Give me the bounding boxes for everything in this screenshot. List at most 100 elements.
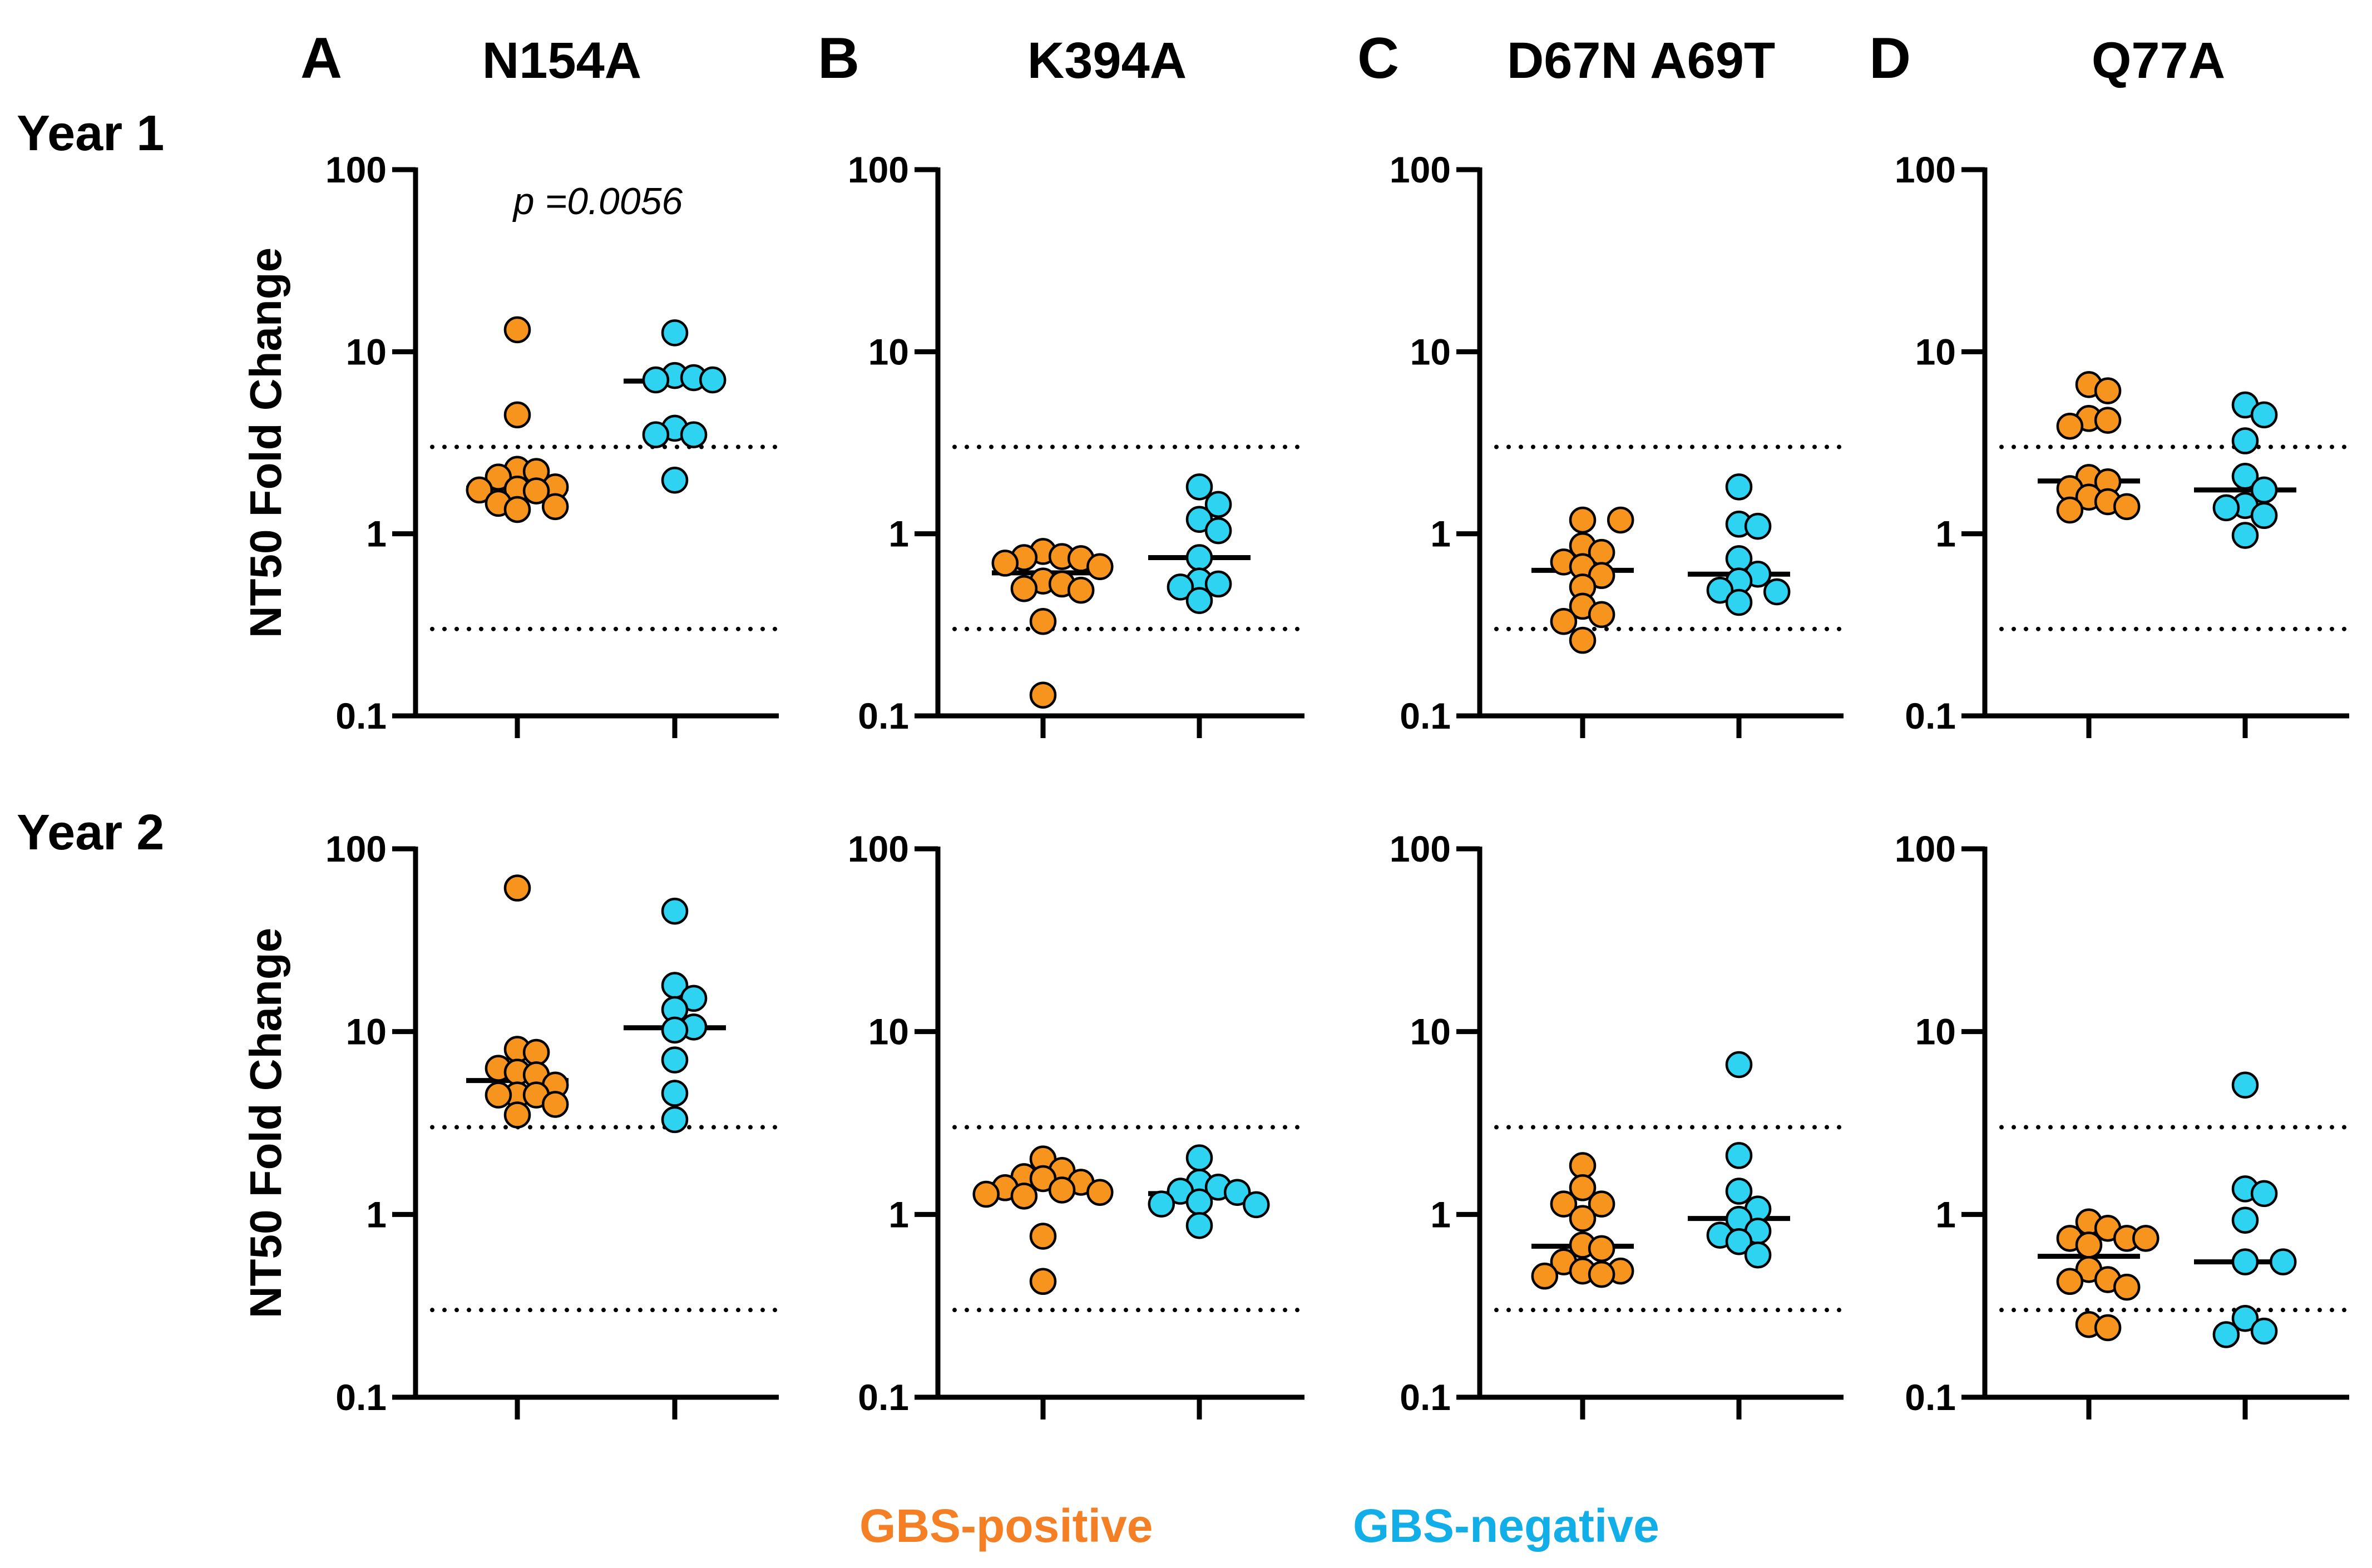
- row-label-year-1: Year 1: [17, 106, 164, 161]
- y-tick-label: 10: [1410, 1011, 1451, 1052]
- y-tick-label: 1: [366, 513, 387, 555]
- panel-title-c: D67N A69T: [1507, 32, 1775, 89]
- y-tick-label: 10: [1915, 331, 1956, 372]
- data-point: [1086, 553, 1114, 580]
- p-value-annotation: p =0.0056: [512, 180, 683, 222]
- data-point: [1607, 506, 1634, 534]
- y-tick-label: 100: [1390, 828, 1451, 869]
- data-point: [2231, 1304, 2259, 1332]
- data-point: [1744, 1241, 1772, 1269]
- data-point: [1204, 570, 1232, 598]
- data-point: [1029, 1268, 1057, 1295]
- data-point: [485, 1081, 512, 1109]
- y-tick-label: 0.1: [1905, 695, 1956, 736]
- panel-letter-b: B: [818, 26, 859, 91]
- data-point: [2231, 427, 2259, 454]
- data-point: [485, 463, 512, 491]
- panel-c-year-2: 100 10 1 0.1: [1390, 828, 1846, 1419]
- data-point: [1185, 1144, 1213, 1171]
- data-point: [972, 1180, 1000, 1208]
- y-tick-label: 1: [1935, 513, 1956, 555]
- data-point: [699, 366, 727, 394]
- data-point: [1204, 491, 1232, 518]
- data-point: [1569, 626, 1597, 654]
- data-point: [2250, 401, 2278, 429]
- data-point: [2269, 1248, 2297, 1275]
- data-point: [661, 319, 689, 347]
- data-point: [2113, 1273, 2141, 1301]
- panel-d-year-2: 100 10 1 0.1: [1895, 828, 2351, 1419]
- data-point: [1185, 587, 1213, 614]
- data-point: [1569, 1205, 1597, 1232]
- data-point: [1706, 576, 1734, 604]
- y-tick-label: 10: [1915, 1011, 1956, 1052]
- data-point: [1148, 1190, 1175, 1218]
- panel-title-d: Q77A: [2092, 32, 2225, 89]
- data-point: [2094, 1314, 2122, 1342]
- legend-gbs-positive: GBS-positive: [859, 1500, 1153, 1552]
- data-point: [661, 1106, 689, 1134]
- data-point: [1204, 517, 1232, 545]
- data-point: [541, 1091, 569, 1118]
- y-tick-label: 100: [325, 828, 387, 869]
- data-point: [1185, 544, 1213, 571]
- data-point: [1048, 1176, 1076, 1204]
- data-point: [1243, 1191, 1270, 1219]
- data-point: [1550, 1190, 1578, 1218]
- data-point: [2075, 1231, 2103, 1259]
- data-point: [642, 366, 670, 394]
- data-point: [642, 421, 670, 448]
- data-point: [503, 1101, 531, 1129]
- panel-title-b: K394A: [1027, 32, 1187, 89]
- data-point: [1550, 608, 1578, 635]
- y-tick-label: 0.1: [858, 1377, 909, 1418]
- y-tick-label: 1: [1430, 513, 1451, 555]
- y-tick-label: 100: [1895, 149, 1956, 190]
- panel-letter-d: D: [1869, 26, 1911, 91]
- data-point: [2056, 1268, 2084, 1295]
- y-tick-label: 10: [346, 331, 387, 372]
- data-point: [1725, 1142, 1753, 1169]
- data-point: [541, 493, 569, 521]
- data-point: [1569, 1152, 1597, 1179]
- data-point: [2250, 1180, 2278, 1208]
- data-point: [1588, 601, 1615, 629]
- y-tick-label: 1: [366, 1194, 387, 1235]
- data-point: [1010, 1183, 1038, 1210]
- data-point: [2056, 496, 2084, 524]
- y-tick-label: 0.1: [335, 1377, 387, 1418]
- data-point: [2231, 462, 2259, 490]
- y-tick-label: 10: [1410, 331, 1451, 372]
- y-tick-label: 1: [888, 513, 909, 555]
- data-point: [2094, 377, 2122, 404]
- y-axis-label-year-1: NT50 Fold Change: [241, 248, 290, 638]
- data-point: [1725, 473, 1753, 501]
- data-point: [1588, 1260, 1615, 1288]
- panel-letter-a: A: [300, 26, 342, 91]
- data-point: [2113, 493, 2141, 521]
- y-tick-label: 100: [1390, 149, 1451, 190]
- data-point: [1029, 608, 1057, 635]
- data-point: [991, 550, 1019, 577]
- data-point: [522, 477, 550, 504]
- data-point: [1086, 1179, 1114, 1206]
- y-tick-label: 0.1: [858, 695, 909, 736]
- data-point: [2250, 502, 2278, 530]
- panel-b-year-1: 100 10 1 0.1: [848, 149, 1307, 738]
- data-point: [503, 401, 531, 429]
- y-tick-label: 0.1: [335, 695, 387, 736]
- y-axis-label-year-2: NT50 Fold Change: [241, 928, 290, 1318]
- panel-d-year-1: 100 10 1 0.1: [1895, 149, 2351, 738]
- y-tick-label: 10: [868, 331, 909, 372]
- y-tick-label: 0.1: [1400, 1377, 1451, 1418]
- data-point: [1725, 588, 1753, 616]
- data-point: [1763, 578, 1791, 606]
- panel-a-year-2: 100 10 1 0.1: [325, 828, 781, 1419]
- data-point: [1010, 575, 1038, 602]
- data-point: [503, 496, 531, 523]
- data-point: [661, 1016, 689, 1044]
- data-point: [2212, 1321, 2240, 1348]
- y-tick-label: 1: [1935, 1194, 1956, 1235]
- panel-b-year-2: 100 10 1 0.1: [848, 828, 1307, 1419]
